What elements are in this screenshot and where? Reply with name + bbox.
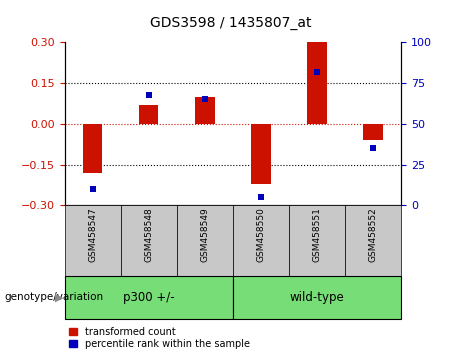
Text: GSM458547: GSM458547 (88, 207, 97, 262)
Point (313, 69, 321, 75)
Text: GSM458550: GSM458550 (256, 207, 266, 262)
Text: GDS3598 / 1435807_at: GDS3598 / 1435807_at (150, 16, 311, 30)
Bar (363, 124, 383, 140)
Text: GSM458549: GSM458549 (200, 207, 209, 262)
Bar (289, 205, 345, 276)
Bar (251, 124, 271, 184)
Bar (233, 276, 401, 319)
Bar (121, 205, 177, 276)
Bar (65, 205, 121, 276)
Bar (195, 97, 214, 124)
Point (257, 194, 265, 200)
Point (145, 92, 152, 97)
Text: genotype/variation: genotype/variation (5, 292, 104, 302)
Text: wild-type: wild-type (290, 291, 344, 304)
Bar (233, 205, 289, 276)
Point (369, 145, 377, 151)
Text: GSM458552: GSM458552 (368, 207, 378, 262)
Bar (177, 205, 233, 276)
Bar (345, 205, 401, 276)
Bar (65, 276, 233, 319)
Bar (83, 124, 102, 173)
Bar (307, 42, 327, 124)
Text: p300 +/-: p300 +/- (123, 291, 174, 304)
Point (201, 97, 208, 102)
Text: GSM458551: GSM458551 (313, 207, 321, 262)
Text: GSM458548: GSM458548 (144, 207, 153, 262)
Bar (139, 105, 159, 124)
Legend: transformed count, percentile rank within the sample: transformed count, percentile rank withi… (70, 327, 250, 349)
Text: ▶: ▶ (55, 292, 63, 302)
Point (89, 186, 96, 192)
